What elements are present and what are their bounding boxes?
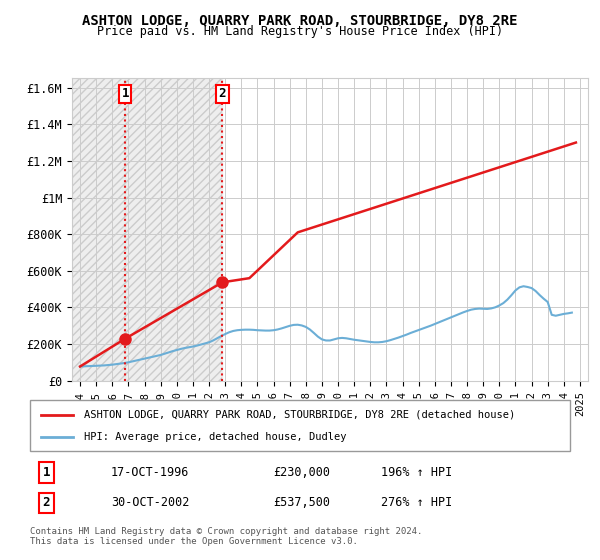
Bar [72,78,125,381]
Text: Contains HM Land Registry data © Crown copyright and database right 2024.
This d: Contains HM Land Registry data © Crown c… [30,526,422,546]
Text: 2: 2 [218,87,226,100]
Text: 196% ↑ HPI: 196% ↑ HPI [381,466,452,479]
Text: ASHTON LODGE, QUARRY PARK ROAD, STOURBRIDGE, DY8 2RE: ASHTON LODGE, QUARRY PARK ROAD, STOURBRI… [82,14,518,28]
Text: £230,000: £230,000 [273,466,330,479]
Text: 2: 2 [43,496,50,509]
Bar [125,78,223,381]
Text: 276% ↑ HPI: 276% ↑ HPI [381,496,452,509]
Text: 1: 1 [121,87,129,100]
Text: 17-OCT-1996: 17-OCT-1996 [111,466,190,479]
Bar [72,78,125,381]
Text: Price paid vs. HM Land Registry's House Price Index (HPI): Price paid vs. HM Land Registry's House … [97,25,503,38]
Text: ASHTON LODGE, QUARRY PARK ROAD, STOURBRIDGE, DY8 2RE (detached house): ASHTON LODGE, QUARRY PARK ROAD, STOURBRI… [84,409,515,419]
Text: 30-OCT-2002: 30-OCT-2002 [111,496,190,509]
Bar [125,78,223,381]
FancyBboxPatch shape [30,400,570,451]
Text: HPI: Average price, detached house, Dudley: HPI: Average price, detached house, Dudl… [84,432,347,442]
Text: £537,500: £537,500 [273,496,330,509]
Text: 1: 1 [43,466,50,479]
